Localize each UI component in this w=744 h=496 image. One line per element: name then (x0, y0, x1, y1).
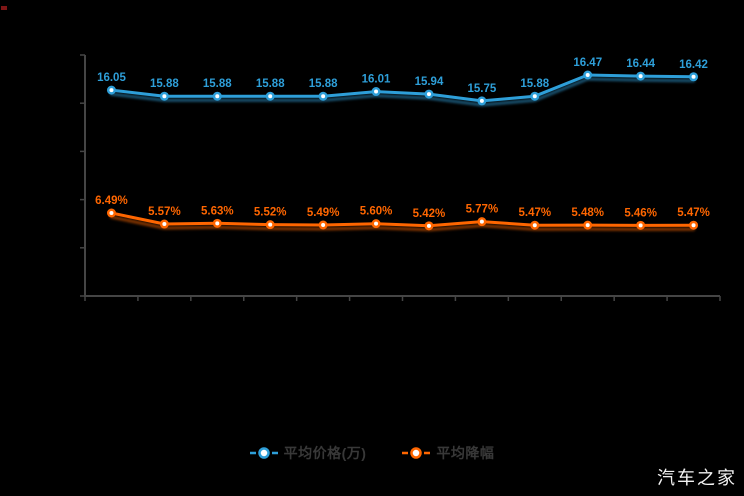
data-point-label: 15.75 (467, 83, 496, 95)
data-point-label: 15.88 (309, 78, 338, 90)
data-point-center (109, 88, 114, 93)
data-point-center (479, 98, 484, 103)
data-point-center (638, 223, 643, 228)
legend-label: 平均降幅 (436, 445, 495, 461)
data-point-label: 16.01 (362, 74, 391, 86)
legend-item-avg-discount[interactable]: 平均降幅 (402, 443, 494, 463)
data-point-center (426, 223, 431, 228)
data-point-label: 5.49% (307, 207, 340, 219)
data-point-center (532, 223, 537, 228)
axes (80, 54, 721, 301)
data-point-label: 15.94 (415, 76, 444, 88)
data-point-center (321, 223, 326, 227)
data-point-center (215, 94, 220, 99)
line-series-marker-icon (402, 447, 431, 459)
data-point-label: 5.48% (571, 207, 604, 219)
series-line (110, 73, 695, 103)
data-point-center (585, 73, 590, 77)
chart-legend: 平均价格(万) 平均降幅 (0, 441, 744, 465)
data-point-label: 5.52% (254, 207, 287, 219)
data-point-label: 5.42% (413, 208, 446, 220)
data-point-label: 6.49% (95, 195, 128, 207)
data-point-label: 16.42 (679, 59, 708, 71)
data-point-center (374, 89, 379, 94)
data-point-label: 5.46% (624, 207, 657, 219)
data-point-label: 15.88 (150, 78, 179, 90)
series-1: 6.49% 5.57% 5.63% 5.52% 5.49% 5.60% 5.42% 5.77%… (95, 195, 710, 231)
data-point-center (532, 94, 537, 99)
data-point-center (268, 222, 273, 227)
data-point-label: 5.47% (518, 207, 551, 219)
data-point-label: 16.05 (97, 72, 126, 84)
legend-label: 平均价格(万) (283, 445, 367, 461)
data-point-label: 15.88 (520, 78, 549, 90)
data-point-center (479, 219, 484, 224)
data-point-label: 5.63% (201, 205, 234, 217)
data-point-center (638, 74, 643, 79)
data-point-label: 5.57% (148, 206, 181, 218)
data-point-label: 16.47 (573, 57, 602, 69)
series-line (110, 211, 695, 228)
watermark-autohome: 汽车之家 (657, 468, 737, 488)
data-point-center (426, 92, 431, 97)
line-series-marker-icon (249, 447, 278, 459)
data-point-label: 15.88 (203, 78, 232, 90)
data-point-center (691, 74, 696, 79)
data-point-center (691, 223, 696, 228)
data-point-center (162, 94, 167, 99)
data-point-center (585, 223, 590, 228)
data-point-center (162, 222, 167, 227)
data-point-label: 5.77% (466, 204, 499, 216)
legend-item-avg-price[interactable]: 平均价格(万) (249, 443, 367, 463)
data-point-label: 5.60% (360, 206, 393, 218)
data-point-center (374, 221, 379, 226)
data-point-center (215, 221, 220, 226)
data-point-center (321, 94, 326, 99)
data-point-center (268, 94, 273, 99)
corner-artifact (1, 6, 7, 10)
data-point-label: 5.47% (677, 207, 710, 219)
data-point-label: 16.44 (626, 58, 655, 70)
series-0: 16.05 15.88 15.88 15.88 15.88 16.01 15.94 15.75… (97, 57, 708, 106)
data-point-center (109, 211, 114, 215)
data-point-label: 15.88 (256, 78, 285, 90)
